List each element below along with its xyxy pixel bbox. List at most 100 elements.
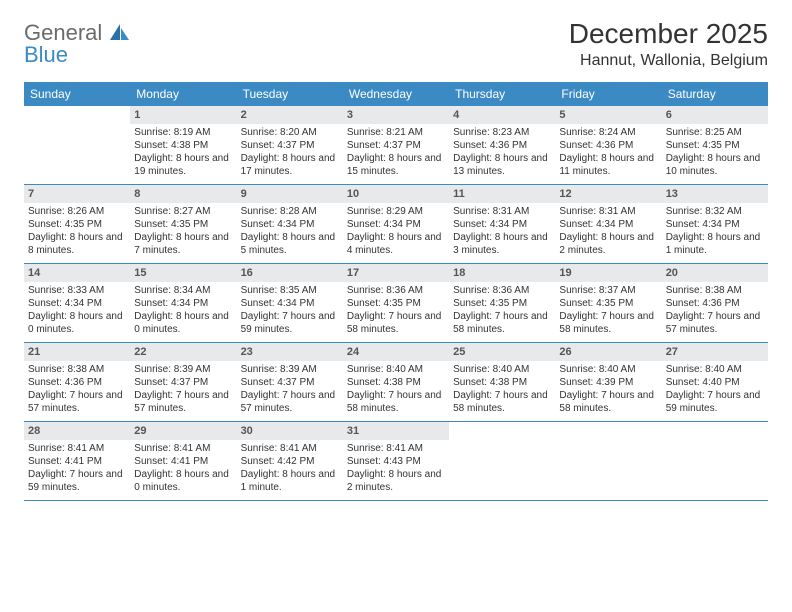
sunset-text: Sunset: 4:34 PM: [134, 297, 232, 310]
logo-line2: Blue: [24, 44, 130, 66]
sunrise-text: Sunrise: 8:26 AM: [28, 205, 126, 218]
daylight-text: Daylight: 8 hours and 1 minute.: [241, 468, 339, 494]
sunrise-text: Sunrise: 8:41 AM: [28, 442, 126, 455]
day-cell: [662, 422, 768, 500]
week-row: 28Sunrise: 8:41 AMSunset: 4:41 PMDayligh…: [24, 422, 768, 501]
page-header: General Blue December 2025 Hannut, Wallo…: [24, 18, 768, 70]
day-cell: 19Sunrise: 8:37 AMSunset: 4:35 PMDayligh…: [555, 264, 661, 342]
sunrise-text: Sunrise: 8:27 AM: [134, 205, 232, 218]
sunset-text: Sunset: 4:37 PM: [241, 376, 339, 389]
day-number: 30: [237, 422, 343, 440]
sunrise-text: Sunrise: 8:41 AM: [347, 442, 445, 455]
week-row: 21Sunrise: 8:38 AMSunset: 4:36 PMDayligh…: [24, 343, 768, 422]
sunset-text: Sunset: 4:41 PM: [28, 455, 126, 468]
day-number: 11: [449, 185, 555, 203]
day-cell: 21Sunrise: 8:38 AMSunset: 4:36 PMDayligh…: [24, 343, 130, 421]
sunset-text: Sunset: 4:35 PM: [559, 297, 657, 310]
week-row: 7Sunrise: 8:26 AMSunset: 4:35 PMDaylight…: [24, 185, 768, 264]
day-number: 28: [24, 422, 130, 440]
sunrise-text: Sunrise: 8:25 AM: [666, 126, 764, 139]
day-cell: 28Sunrise: 8:41 AMSunset: 4:41 PMDayligh…: [24, 422, 130, 500]
daylight-text: Daylight: 8 hours and 7 minutes.: [134, 231, 232, 257]
day-number: 4: [449, 106, 555, 124]
day-cell: 4 Sunrise: 8:23 AMSunset: 4:36 PMDaylight…: [449, 106, 555, 184]
day-header-row: SundayMondayTuesdayWednesdayThursdayFrid…: [24, 82, 768, 106]
daylight-text: Daylight: 8 hours and 15 minutes.: [347, 152, 445, 178]
day-number: 22: [130, 343, 236, 361]
day-cell: 30 Sunrise: 8:41 AMSunset: 4:42 PMDayligh…: [237, 422, 343, 500]
sunrise-text: Sunrise: 8:20 AM: [241, 126, 339, 139]
daylight-text: Daylight: 8 hours and 4 minutes.: [347, 231, 445, 257]
daylight-text: Daylight: 8 hours and 1 minute.: [666, 231, 764, 257]
sunset-text: Sunset: 4:34 PM: [559, 218, 657, 231]
day-cell: 7Sunrise: 8:26 AMSunset: 4:35 PMDaylight…: [24, 185, 130, 263]
day-number: 14: [24, 264, 130, 282]
sunrise-text: Sunrise: 8:39 AM: [241, 363, 339, 376]
day-cell: 9Sunrise: 8:28 AMSunset: 4:34 PMDaylight…: [237, 185, 343, 263]
day-cell: 23Sunrise: 8:39 AMSunset: 4:37 PMDayligh…: [237, 343, 343, 421]
daylight-text: Daylight: 7 hours and 58 minutes.: [347, 310, 445, 336]
day-number: 26: [555, 343, 661, 361]
sunrise-text: Sunrise: 8:28 AM: [241, 205, 339, 218]
day-number: 19: [555, 264, 661, 282]
day-number: 15: [130, 264, 236, 282]
day-cell: 10Sunrise: 8:29 AMSunset: 4:34 PMDayligh…: [343, 185, 449, 263]
sunrise-text: Sunrise: 8:24 AM: [559, 126, 657, 139]
daylight-text: Daylight: 7 hours and 58 minutes.: [453, 389, 551, 415]
sunset-text: Sunset: 4:38 PM: [134, 139, 232, 152]
day-number: 3: [343, 106, 449, 124]
day-cell: 27Sunrise: 8:40 AMSunset: 4:40 PMDayligh…: [662, 343, 768, 421]
sunset-text: Sunset: 4:35 PM: [347, 297, 445, 310]
sunset-text: Sunset: 4:42 PM: [241, 455, 339, 468]
sunrise-text: Sunrise: 8:40 AM: [453, 363, 551, 376]
day-cell: 15Sunrise: 8:34 AMSunset: 4:34 PMDayligh…: [130, 264, 236, 342]
sunrise-text: Sunrise: 8:38 AM: [28, 363, 126, 376]
sunset-text: Sunset: 4:34 PM: [241, 297, 339, 310]
day-cell: 20Sunrise: 8:38 AMSunset: 4:36 PMDayligh…: [662, 264, 768, 342]
sunrise-text: Sunrise: 8:23 AM: [453, 126, 551, 139]
day-cell: 26Sunrise: 8:40 AMSunset: 4:39 PMDayligh…: [555, 343, 661, 421]
sunset-text: Sunset: 4:34 PM: [453, 218, 551, 231]
sunset-text: Sunset: 4:35 PM: [453, 297, 551, 310]
sunrise-text: Sunrise: 8:21 AM: [347, 126, 445, 139]
sunset-text: Sunset: 4:36 PM: [666, 297, 764, 310]
calendar-page: General Blue December 2025 Hannut, Wallo…: [0, 0, 792, 501]
daylight-text: Daylight: 7 hours and 58 minutes.: [347, 389, 445, 415]
day-number: 25: [449, 343, 555, 361]
sunset-text: Sunset: 4:40 PM: [666, 376, 764, 389]
sunrise-text: Sunrise: 8:41 AM: [241, 442, 339, 455]
daylight-text: Daylight: 8 hours and 5 minutes.: [241, 231, 339, 257]
daylight-text: Daylight: 7 hours and 59 minutes.: [666, 389, 764, 415]
daylight-text: Daylight: 8 hours and 0 minutes.: [134, 468, 232, 494]
day-cell: 31Sunrise: 8:41 AMSunset: 4:43 PMDayligh…: [343, 422, 449, 500]
daylight-text: Daylight: 8 hours and 2 minutes.: [347, 468, 445, 494]
day-number: 8: [130, 185, 236, 203]
sunset-text: Sunset: 4:34 PM: [28, 297, 126, 310]
sunset-text: Sunset: 4:36 PM: [453, 139, 551, 152]
daylight-text: Daylight: 7 hours and 58 minutes.: [559, 310, 657, 336]
day-number: 24: [343, 343, 449, 361]
day-number: 5: [555, 106, 661, 124]
daylight-text: Daylight: 7 hours and 57 minutes.: [241, 389, 339, 415]
daylight-text: Daylight: 8 hours and 3 minutes.: [453, 231, 551, 257]
day-cell: 1Sunrise: 8:19 AMSunset: 4:38 PMDaylight…: [130, 106, 236, 184]
day-cell: 29 Sunrise: 8:41 AMSunset: 4:41 PMDayligh…: [130, 422, 236, 500]
day-number: 20: [662, 264, 768, 282]
sunset-text: Sunset: 4:37 PM: [347, 139, 445, 152]
sunrise-text: Sunrise: 8:41 AM: [134, 442, 232, 455]
daylight-text: Daylight: 7 hours and 57 minutes.: [666, 310, 764, 336]
day-number: 29: [130, 422, 236, 440]
sunset-text: Sunset: 4:35 PM: [134, 218, 232, 231]
day-cell: 8 Sunrise: 8:27 AMSunset: 4:35 PMDaylight…: [130, 185, 236, 263]
sunrise-text: Sunrise: 8:31 AM: [559, 205, 657, 218]
day-cell: 2Sunrise: 8:20 AMSunset: 4:37 PMDaylight…: [237, 106, 343, 184]
day-number: 17: [343, 264, 449, 282]
day-number: 27: [662, 343, 768, 361]
day-cell: 14Sunrise: 8:33 AMSunset: 4:34 PMDayligh…: [24, 264, 130, 342]
daylight-text: Daylight: 8 hours and 11 minutes.: [559, 152, 657, 178]
day-number: 13: [662, 185, 768, 203]
day-cell: 16Sunrise: 8:35 AMSunset: 4:34 PMDayligh…: [237, 264, 343, 342]
daylight-text: Daylight: 8 hours and 13 minutes.: [453, 152, 551, 178]
day-header: Thursday: [449, 82, 555, 106]
sunset-text: Sunset: 4:41 PM: [134, 455, 232, 468]
